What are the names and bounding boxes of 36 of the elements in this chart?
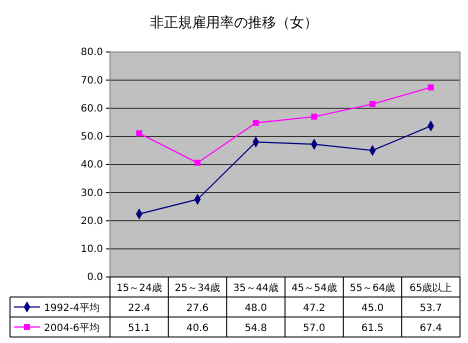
data-label: 45.0	[361, 303, 384, 314]
y-tick-label: 40.0	[80, 160, 103, 171]
data-label: 27.6	[186, 303, 209, 314]
legend-label: 1992-4平均	[44, 302, 100, 314]
point	[136, 130, 142, 136]
y-tick-label: 0.0	[87, 272, 103, 284]
chart-title: 非正規雇用率の推移（女）	[150, 15, 318, 31]
x-tick-label: 45～54歳	[291, 282, 337, 294]
point	[370, 101, 376, 108]
point	[252, 120, 259, 126]
y-tick-label: 70.0	[80, 75, 103, 86]
data-label: 22.4	[128, 303, 150, 314]
data-label: 40.6	[186, 323, 209, 334]
data-label: 61.5	[361, 323, 384, 334]
y-tick-label: 60.0	[80, 103, 103, 114]
data-label: 53.7	[420, 303, 442, 314]
point	[194, 160, 200, 166]
data-label: 48.0	[244, 303, 267, 314]
point	[428, 84, 434, 90]
data-label: 51.1	[128, 323, 150, 334]
legend-label: 2004-6平均	[44, 322, 100, 334]
data-label: 57.0	[303, 323, 326, 334]
x-tick-label: 25～34歳	[174, 282, 220, 294]
point	[311, 114, 318, 120]
x-tick-label: 55～64歳	[350, 282, 396, 294]
y-tick-label: 20.0	[80, 216, 103, 227]
y-tick-label: 80.0	[80, 47, 103, 58]
x-tick-label: 15～24歳	[116, 282, 162, 294]
data-label: 67.4	[420, 323, 442, 334]
data-label: 54.8	[244, 323, 267, 334]
y-tick-label: 10.0	[80, 244, 103, 256]
y-tick-label: 50.0	[80, 132, 103, 143]
y-tick-label: 30.0	[80, 188, 103, 199]
x-tick-label: 65歳以上	[409, 282, 452, 294]
data-label: 47.2	[303, 303, 326, 314]
x-tick-label: 35～44歳	[233, 282, 279, 294]
